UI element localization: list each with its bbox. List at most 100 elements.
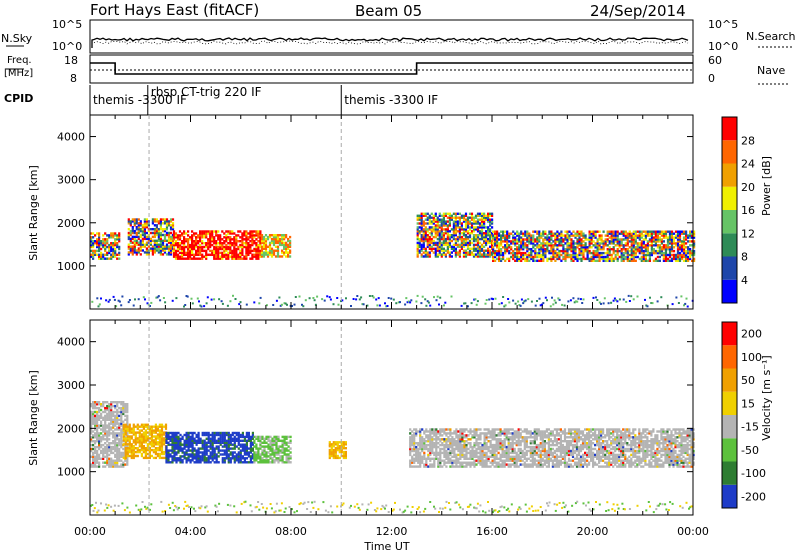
heatmap-cell bbox=[161, 239, 165, 242]
heatmap-cell bbox=[157, 251, 160, 254]
heatmap-cell bbox=[520, 232, 523, 235]
heatmap-cell bbox=[430, 247, 433, 250]
heatmap-cell bbox=[199, 232, 202, 235]
heatmap-cell bbox=[662, 253, 665, 257]
heatmap-cell bbox=[199, 304, 202, 307]
heatmap-cell bbox=[233, 236, 236, 239]
heatmap-cell bbox=[632, 244, 635, 247]
heatmap-cell bbox=[636, 242, 639, 245]
heatmap-cell bbox=[662, 259, 665, 262]
heatmap-cell bbox=[664, 249, 668, 253]
heatmap-cell bbox=[149, 228, 152, 231]
heatmap-cell bbox=[666, 257, 670, 261]
heatmap-cell bbox=[157, 239, 160, 242]
heatmap-cell bbox=[472, 255, 476, 258]
heatmap-cell bbox=[478, 241, 482, 245]
heatmap-cell bbox=[225, 449, 228, 452]
heatmap-cell bbox=[480, 224, 484, 227]
heatmap-cell bbox=[526, 236, 529, 239]
heatmap-cell bbox=[148, 441, 151, 444]
heatmap-cell bbox=[152, 441, 155, 444]
heatmap-cell bbox=[424, 249, 427, 252]
heatmap-cell bbox=[524, 238, 527, 241]
heatmap-cell bbox=[133, 243, 136, 246]
heatmap-cell bbox=[274, 234, 278, 237]
heatmap-cell bbox=[387, 297, 390, 299]
heatmap-cell bbox=[197, 437, 200, 440]
heatmap-cell bbox=[169, 439, 172, 442]
heatmap-cell bbox=[536, 259, 539, 262]
heatmap-cell bbox=[231, 242, 234, 245]
heatmap-cell bbox=[436, 243, 439, 247]
heatmap-cell bbox=[476, 220, 480, 223]
heatmap-cell bbox=[178, 230, 182, 233]
heatmap-cell bbox=[142, 433, 145, 436]
heatmap-cell bbox=[207, 433, 210, 437]
heatmap-cell bbox=[225, 447, 228, 450]
heatmap-cell bbox=[446, 220, 449, 223]
heatmap-cell bbox=[275, 443, 278, 446]
heatmap-cell bbox=[277, 461, 280, 464]
heatmap-cell bbox=[602, 302, 605, 305]
heatmap-cell bbox=[672, 238, 676, 241]
heatmap-cell bbox=[602, 230, 605, 233]
heatmap-cell bbox=[610, 253, 613, 257]
heatmap-cell bbox=[155, 231, 158, 235]
heatmap-cell bbox=[424, 298, 427, 301]
heatmap-cell bbox=[410, 299, 413, 302]
heatmap-cell bbox=[460, 243, 463, 247]
heatmap-cell bbox=[510, 242, 513, 245]
power-ylabel: Slant Range [km] bbox=[27, 165, 40, 261]
heatmap-cell bbox=[411, 461, 414, 464]
heatmap-cell bbox=[257, 243, 260, 247]
heatmap-cell bbox=[157, 237, 160, 241]
heatmap-cell bbox=[446, 237, 449, 241]
heatmap-cell bbox=[590, 236, 593, 239]
heatmap-cell bbox=[277, 439, 280, 442]
heatmap-cell bbox=[442, 222, 445, 225]
heatmap-cell bbox=[247, 236, 250, 239]
heatmap-cell bbox=[187, 441, 190, 444]
heatmap-cell bbox=[578, 251, 581, 255]
heatmap-cell bbox=[102, 430, 105, 433]
heatmap-cell bbox=[137, 228, 140, 231]
heatmap-cell bbox=[245, 232, 248, 235]
heatmap-cell bbox=[483, 222, 486, 225]
heatmap-cell bbox=[110, 245, 113, 249]
heatmap-cell bbox=[654, 244, 657, 247]
heatmap-cell bbox=[654, 232, 657, 235]
heatmap-cell bbox=[104, 238, 107, 241]
heatmap-cell bbox=[104, 240, 107, 243]
heatmap-cell bbox=[150, 445, 153, 448]
heatmap-cell bbox=[454, 224, 457, 227]
heatmap-cell bbox=[241, 243, 244, 247]
heatmap-cell bbox=[114, 243, 117, 247]
heatmap-cell bbox=[153, 224, 156, 227]
heatmap-cell bbox=[102, 436, 105, 439]
heatmap-cell bbox=[405, 297, 408, 300]
heatmap-cell bbox=[284, 302, 287, 305]
heatmap-cell bbox=[221, 461, 224, 464]
heatmap-cell bbox=[156, 429, 159, 432]
heatmap-cell bbox=[500, 253, 503, 257]
heatmap-cell bbox=[516, 249, 519, 253]
heatmap-cell bbox=[420, 224, 423, 227]
heatmap-cell bbox=[572, 249, 575, 253]
heatmap-cell bbox=[409, 461, 412, 464]
heatmap-cell bbox=[466, 237, 470, 241]
heatmap-cell bbox=[554, 242, 557, 245]
heatmap-cell bbox=[175, 451, 178, 454]
heatmap-cell bbox=[526, 246, 529, 249]
heatmap-cell bbox=[550, 232, 553, 235]
heatmap-cell bbox=[498, 246, 501, 249]
heatmap-cell bbox=[90, 410, 93, 414]
heatmap-cell bbox=[157, 249, 160, 252]
heatmap-cell bbox=[136, 427, 139, 430]
heatmap-cell bbox=[508, 251, 511, 255]
heatmap-cell bbox=[598, 301, 601, 304]
heatmap-cell bbox=[247, 249, 250, 253]
heatmap-cell bbox=[610, 259, 613, 262]
heatmap-cell bbox=[221, 435, 224, 439]
heatmap-cell bbox=[474, 234, 478, 237]
heatmap-cell bbox=[606, 257, 609, 261]
